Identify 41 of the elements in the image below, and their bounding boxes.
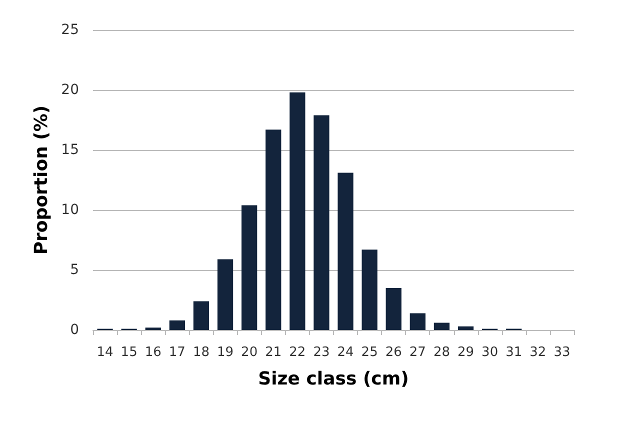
x-tick-label: 17: [168, 345, 186, 360]
x-tick-label: 33: [554, 345, 570, 360]
bar: [217, 259, 234, 330]
bar: [410, 313, 426, 330]
x-tick-label: 15: [120, 345, 138, 360]
x-tick-label: 31: [506, 345, 522, 360]
y-axis-title: Proportion (%): [30, 105, 52, 255]
y-tick-label: 25: [61, 22, 79, 38]
x-tick-label: 21: [265, 345, 282, 360]
y-tick-label: 15: [61, 142, 79, 158]
bar: [242, 205, 258, 330]
bar: [338, 172, 354, 330]
x-tick-label: 22: [289, 345, 306, 360]
bar: [314, 115, 330, 330]
bar: [169, 320, 185, 330]
bar: [193, 301, 210, 330]
bar: [434, 322, 450, 330]
x-tick-label: 32: [530, 345, 546, 360]
x-tick-label: 26: [385, 345, 402, 360]
x-tick-label: 25: [361, 345, 378, 360]
bar: [362, 250, 378, 330]
x-tick-label: 19: [217, 345, 234, 360]
bar: [386, 288, 402, 330]
y-tick-label: 20: [61, 82, 79, 98]
x-tick-label: 20: [241, 345, 258, 360]
x-tick-label: 30: [482, 345, 498, 360]
x-tick-label: 23: [313, 345, 330, 360]
x-tick-label: 29: [458, 345, 474, 360]
x-tick-label: 27: [409, 345, 426, 360]
x-tick-label: 18: [192, 345, 210, 360]
x-tick-label: 24: [337, 345, 354, 360]
x-tick-label: 16: [144, 345, 162, 360]
bar: [266, 130, 282, 330]
x-tick-label: 14: [96, 345, 114, 360]
y-tick-label: 5: [70, 262, 79, 278]
x-axis-title: Size class (cm): [258, 368, 409, 390]
y-tick-label: 10: [61, 202, 79, 218]
x-tick-label: 28: [433, 345, 450, 360]
bar: [458, 326, 474, 330]
y-tick-label: 0: [70, 322, 79, 338]
bar: [290, 92, 306, 330]
